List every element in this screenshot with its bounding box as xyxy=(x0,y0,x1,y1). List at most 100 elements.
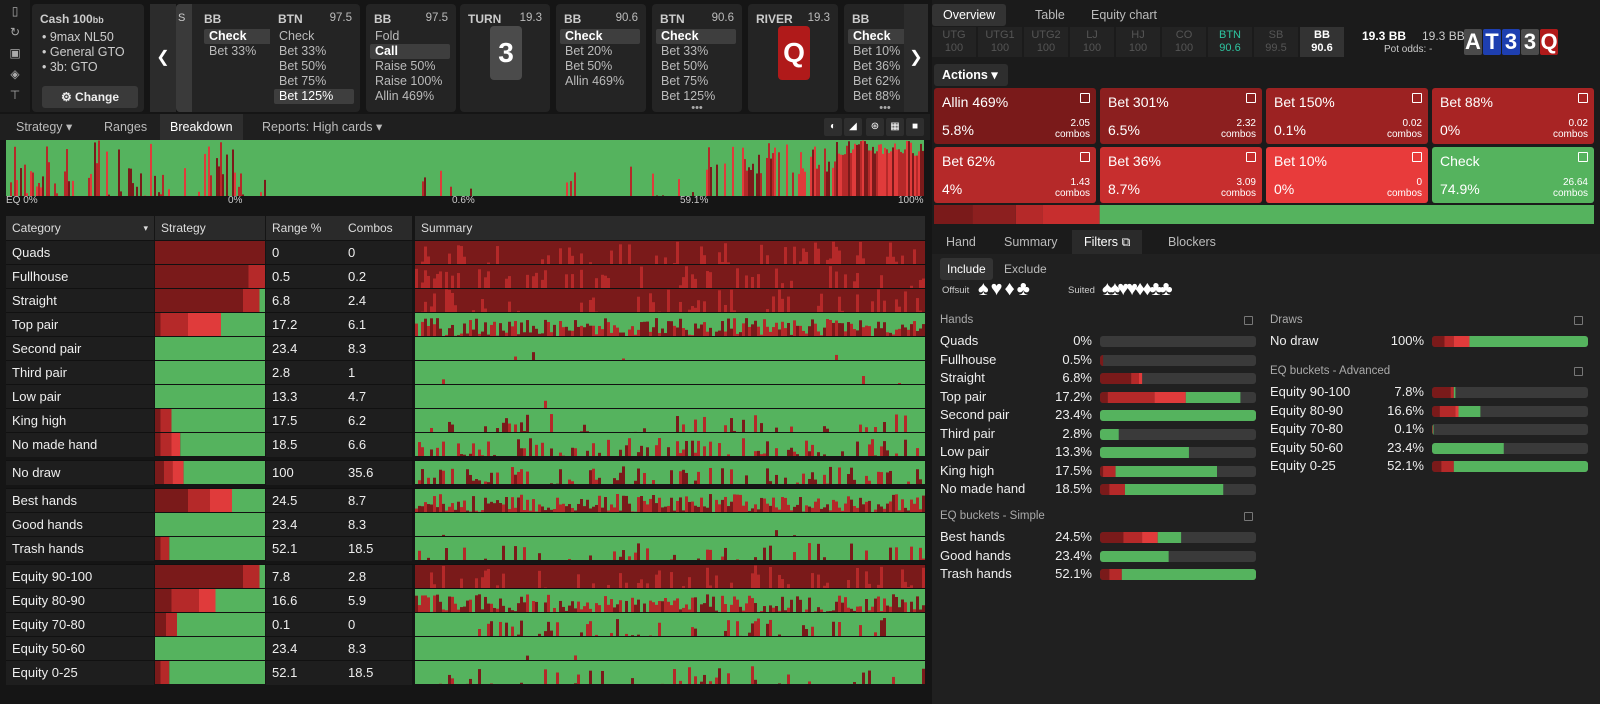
stat-name[interactable]: Low pair xyxy=(940,444,990,459)
nav-action[interactable]: Bet 36% xyxy=(853,59,901,73)
align-icon[interactable]: ⊤ xyxy=(9,88,21,102)
action-box[interactable]: Bet 88% 0% 0.02 combos xyxy=(1432,88,1594,144)
stat-name[interactable]: Equity 80-90 xyxy=(1270,402,1343,418)
table-row[interactable]: Third pair 2.8 1 xyxy=(6,360,926,385)
details-icon[interactable] xyxy=(1080,93,1090,103)
more-icon[interactable]: ••• xyxy=(691,102,703,113)
details-icon[interactable] xyxy=(1246,93,1256,103)
table-row[interactable]: Low pair 13.3 4.7 xyxy=(6,384,926,409)
position-bb[interactable]: BB 90.6 xyxy=(1300,27,1344,57)
table-row[interactable]: Best hands 24.5 8.7 xyxy=(6,488,926,513)
grid-icon[interactable]: ▦ xyxy=(886,118,904,136)
nav-action[interactable]: Bet 88% xyxy=(853,89,901,103)
nav-card-1[interactable]: BTN 97.5 Check Bet 33% Bet 50% Bet 75% Bet 125… xyxy=(270,4,360,112)
gamepad-icon[interactable]: ◈ xyxy=(10,67,20,81)
nav-action[interactable]: Raise 100% xyxy=(375,74,443,88)
tab-summary[interactable]: Summary xyxy=(1004,235,1058,249)
tab-table[interactable]: Table xyxy=(1035,8,1065,22)
exclude-toggle[interactable]: Exclude xyxy=(1004,262,1047,276)
action-box[interactable]: Check 74.9% 26.64 combos xyxy=(1432,147,1594,203)
history-icon[interactable]: ↻ xyxy=(9,25,21,39)
stat-name[interactable]: Fullhouse xyxy=(940,351,997,367)
action-box[interactable]: Bet 150% 0.1% 0.02 combos xyxy=(1266,88,1428,144)
nav-action[interactable]: Bet 125% xyxy=(661,89,716,103)
nav-action[interactable]: Fold xyxy=(375,29,400,43)
position-btn[interactable]: BTN 90.6 xyxy=(1208,27,1252,57)
table-row[interactable]: No draw 100 35.6 xyxy=(6,460,926,485)
nav-action[interactable]: Bet 50% xyxy=(279,59,327,73)
turn-card[interactable]: TURN 19.3 3 xyxy=(460,4,550,112)
actions-dropdown[interactable]: Actions ▾ xyxy=(934,64,1008,86)
table-row[interactable]: Top pair 17.2 6.1 xyxy=(6,312,926,337)
table-row[interactable]: Equity 70-80 0.1 0 xyxy=(6,612,926,637)
tab-hand[interactable]: Hand xyxy=(946,235,976,249)
position-hj[interactable]: HJ 100 xyxy=(1116,27,1160,57)
nav-action[interactable]: Bet 62% xyxy=(853,74,901,88)
suited-suit-icons[interactable]: ♠♠♥♥♦♦♣♣ xyxy=(1102,278,1173,300)
details-icon[interactable] xyxy=(1578,93,1588,103)
stat-name[interactable]: Trash hands xyxy=(940,566,1012,581)
details-icon[interactable] xyxy=(1412,93,1422,103)
nav-action[interactable]: Bet 75% xyxy=(661,74,709,88)
nav-action[interactable]: Bet 33% xyxy=(209,44,257,58)
details-icon[interactable] xyxy=(1578,152,1588,162)
table-row[interactable]: Equity 50-60 23.4 8.3 xyxy=(6,636,926,661)
action-box[interactable]: Bet 36% 8.7% 3.09 combos xyxy=(1100,147,1262,203)
collapse-icon[interactable] xyxy=(1244,512,1253,521)
action-box[interactable]: Bet 301% 6.5% 2.32 combos xyxy=(1100,88,1262,144)
nav-action[interactable]: Bet 20% xyxy=(565,44,613,58)
action-box[interactable]: Allin 469% 5.8% 2.05 combos xyxy=(934,88,1096,144)
nav-action[interactable]: Check xyxy=(656,29,736,44)
position-co[interactable]: CO 100 xyxy=(1162,27,1206,57)
nav-action[interactable]: Allin 469% xyxy=(375,89,435,103)
stat-name[interactable]: No made hand xyxy=(940,481,1026,496)
nav-action[interactable]: Bet 10% xyxy=(853,44,901,58)
tab-breakdown[interactable]: Breakdown xyxy=(160,114,243,140)
stat-name[interactable]: Equity 70-80 xyxy=(1270,421,1343,436)
save-icon[interactable]: ▣ xyxy=(9,46,21,60)
stat-name[interactable]: Equity 0-25 xyxy=(1270,458,1336,473)
table-row[interactable]: No made hand 18.5 6.6 xyxy=(6,432,926,457)
table-row[interactable]: Second pair 23.4 8.3 xyxy=(6,336,926,361)
position-utg2[interactable]: UTG2 100 xyxy=(1024,27,1068,57)
stat-name[interactable]: Good hands xyxy=(940,547,1011,563)
square-icon[interactable]: ■ xyxy=(906,118,924,136)
table-row[interactable]: Equity 90-100 7.8 2.8 xyxy=(6,564,926,589)
stat-name[interactable]: King high xyxy=(940,462,995,478)
stat-name[interactable]: Third pair xyxy=(940,425,995,441)
table-row[interactable]: Trash hands 52.1 18.5 xyxy=(6,536,926,561)
stat-name[interactable]: Equity 50-60 xyxy=(1270,439,1343,455)
details-icon[interactable] xyxy=(1246,152,1256,162)
nav-action[interactable]: Bet 50% xyxy=(661,59,709,73)
stat-name[interactable]: Straight xyxy=(940,370,985,385)
stat-name[interactable]: Best hands xyxy=(940,529,1006,544)
header-strategy[interactable]: Strategy xyxy=(155,216,265,240)
stat-name[interactable]: Equity 90-100 xyxy=(1270,384,1351,399)
table-row[interactable]: Quads 0 0 xyxy=(6,240,926,265)
nav-action[interactable]: Bet 125% xyxy=(274,89,354,104)
nav-action[interactable]: Bet 50% xyxy=(565,59,613,73)
position-utg1[interactable]: UTG1 100 xyxy=(978,27,1022,57)
table-row[interactable]: Fullhouse 0.5 0.2 xyxy=(6,264,926,289)
collapse-icon[interactable] xyxy=(1574,316,1583,325)
details-icon[interactable] xyxy=(1080,152,1090,162)
bookmark-icon[interactable]: ▯ xyxy=(11,4,19,18)
collapse-icon[interactable] xyxy=(1574,367,1583,376)
header-category[interactable]: Category ▾ xyxy=(6,216,154,240)
nav-card-2[interactable]: BB 97.5 Fold Call Raise 50% Raise 100% Allin 4… xyxy=(366,4,456,112)
change-button[interactable]: ⚙ Change xyxy=(42,86,138,108)
details-icon[interactable] xyxy=(1412,152,1422,162)
nav-action[interactable]: Bet 33% xyxy=(661,44,709,58)
stat-name[interactable]: No draw xyxy=(1270,333,1319,348)
nav-action[interactable]: Bet 75% xyxy=(279,74,327,88)
tab-reports[interactable]: Reports: High cards ▾ xyxy=(262,120,383,134)
tab-filters[interactable]: Filters ⧉ xyxy=(1072,230,1143,254)
stat-name[interactable]: Top pair xyxy=(940,388,987,404)
action-box[interactable]: Bet 10% 0% 0 combos xyxy=(1266,147,1428,203)
stat-name[interactable]: Quads xyxy=(940,333,979,348)
nav-action[interactable]: Bet 33% xyxy=(279,44,327,58)
table-row[interactable]: Good hands 23.4 8.3 xyxy=(6,512,926,537)
tab-strategy[interactable]: Strategy ▾ xyxy=(16,120,73,134)
tab-ranges[interactable]: Ranges xyxy=(104,120,148,134)
position-utg[interactable]: UTG 100 xyxy=(932,27,976,57)
